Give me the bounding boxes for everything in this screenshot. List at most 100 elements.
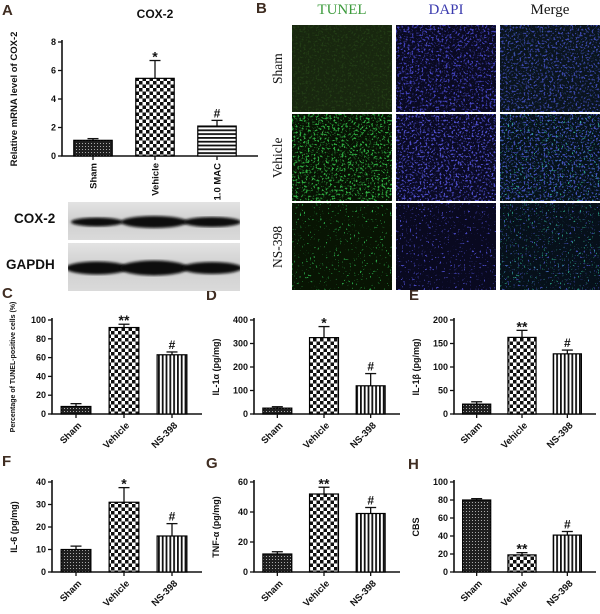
bar-vehicle <box>108 501 140 573</box>
bar-ns-398 <box>156 535 188 573</box>
y-axis-label: CBS <box>411 517 421 536</box>
y-tick-label: 0 <box>243 567 248 577</box>
micrograph-image <box>396 25 496 112</box>
x-category-label: Sham <box>259 420 285 446</box>
sig-marker: ** <box>517 541 528 557</box>
sig-marker: ** <box>119 312 130 328</box>
micrograph-image <box>500 114 600 201</box>
y-tick-label: 50 <box>438 386 448 396</box>
y-tick-label: 0 <box>41 409 46 419</box>
micrograph-sham-tunel <box>292 25 392 112</box>
bar-1-0-mac <box>197 125 237 157</box>
chart-cox2-mrna: 0 2 4 6 8 COX-2 Relative mRNA level of COX-2 Sh… <box>6 4 260 209</box>
y-tick-label: 8 <box>51 37 56 47</box>
sig-marker: ** <box>517 318 528 334</box>
column-header-tunel: TUNEL <box>317 2 367 18</box>
y-tick-label: 60 <box>238 477 248 487</box>
column-header-merge: Merge <box>530 2 570 18</box>
x-category-label: Sham <box>459 578 485 604</box>
sig-marker: * <box>121 476 127 492</box>
sig-marker: # <box>367 494 374 508</box>
y-tick-label: 0 <box>51 151 56 161</box>
y-tick-label: 100 <box>233 386 248 396</box>
sig-marker: * <box>321 315 327 331</box>
y-tick-label: 0 <box>41 567 46 577</box>
blot-target-gapdh-label: GAPDH <box>6 257 55 272</box>
y-tick-label: 60 <box>36 353 46 363</box>
micrograph-ns398-tunel <box>292 203 392 290</box>
row-label-vehicle: Vehicle <box>270 137 285 178</box>
y-tick-label: 40 <box>238 507 248 517</box>
micrograph-sham-merge <box>500 25 600 112</box>
y-tick-label: 6 <box>51 66 56 76</box>
panel-label-g: G <box>206 455 218 472</box>
bar-vehicle <box>308 493 340 573</box>
y-tick-label: 80 <box>438 495 448 505</box>
bar-vehicle <box>507 554 537 573</box>
bar-ns-398 <box>552 534 582 573</box>
row-label-sham: Sham <box>270 53 285 84</box>
panel-label-a: A <box>2 2 13 19</box>
chart-svg-E: 0 50 100 150 200 IL-1β (pg/mg) Sham ** Vehicle # N… <box>411 315 596 451</box>
bar-sham <box>60 405 92 415</box>
bar-vehicle <box>135 77 175 157</box>
blot-band <box>68 261 128 275</box>
y-axis-label: Relative mRNA level of COX-2 <box>9 32 20 167</box>
micrograph-vehicle-tunel <box>292 114 392 201</box>
blot-band <box>182 262 240 274</box>
bar-ns-398 <box>355 385 386 415</box>
bar-ns-398 <box>355 512 386 573</box>
panel-label-c: C <box>2 285 13 302</box>
chart-tunel-positive-cells: 0 20 40 60 80 100 Percentage of TUNEL-positive… <box>6 296 204 465</box>
bar-sham <box>73 139 113 157</box>
y-axis-label: TNF-α (pg/mg) <box>211 496 221 558</box>
bar-sham <box>462 403 492 415</box>
chart-title: COX-2 <box>137 7 174 21</box>
x-category-label: Vehicle <box>301 578 332 609</box>
y-tick-label: 40 <box>438 531 448 541</box>
y-axis-label: Percentage of TUNEL-positive cells (%) <box>10 302 17 433</box>
panel-label-f: F <box>2 453 12 470</box>
blot-svg-1 <box>68 243 240 291</box>
x-category-label: NS-398 <box>150 578 181 609</box>
column-header-dapi: DAPI <box>428 2 464 18</box>
blot-band <box>183 217 240 227</box>
y-tick-label: 20 <box>438 549 448 559</box>
blot-band <box>120 260 188 276</box>
y-axis-label: IL-6 (pg/mg) <box>9 501 19 553</box>
micrograph-image <box>500 25 600 112</box>
panel-label-d: D <box>206 287 217 304</box>
micrograph-image <box>292 114 392 201</box>
chart-cbs: 0 20 40 60 80 100 CBS Sham ** Vehicle # NS-398 <box>408 462 598 614</box>
bar-vehicle <box>308 337 340 415</box>
micrograph-vehicle-dapi <box>396 114 496 201</box>
sig-marker: # <box>214 106 221 120</box>
y-tick-label: 40 <box>36 477 46 487</box>
x-category-label: Sham <box>58 578 84 604</box>
sig-marker: # <box>564 336 571 350</box>
bar-sham <box>262 553 293 573</box>
blot-band <box>121 216 187 228</box>
sig-marker: * <box>152 49 158 65</box>
sig-marker: ** <box>319 475 330 491</box>
x-category-label: Sham <box>459 420 485 446</box>
y-tick-label: 100 <box>31 315 46 325</box>
blot-strip-cox2 <box>68 202 240 240</box>
y-tick-label: 40 <box>36 371 46 381</box>
y-tick-label: 30 <box>36 500 46 510</box>
y-tick-label: 100 <box>433 477 448 487</box>
y-axis-label: IL-1β (pg/mg) <box>411 339 421 396</box>
x-category-label: Vehicle <box>151 163 162 196</box>
y-tick-label: 0 <box>243 409 248 419</box>
x-category-label: NS-398 <box>150 420 181 451</box>
panel-label-e: E <box>409 287 420 304</box>
micrograph-image <box>500 203 600 290</box>
blot-svg-0 <box>68 202 240 240</box>
chart-svg-F: 0 10 20 30 40 IL-6 (pg/mg) Sham * Vehicle # NS-398 <box>9 476 202 609</box>
y-tick-label: 4 <box>51 94 56 104</box>
bar-sham <box>60 548 92 573</box>
x-category-label: Vehicle <box>499 578 530 609</box>
bar-ns-398 <box>552 353 582 415</box>
x-category-label: Sham <box>259 578 285 604</box>
